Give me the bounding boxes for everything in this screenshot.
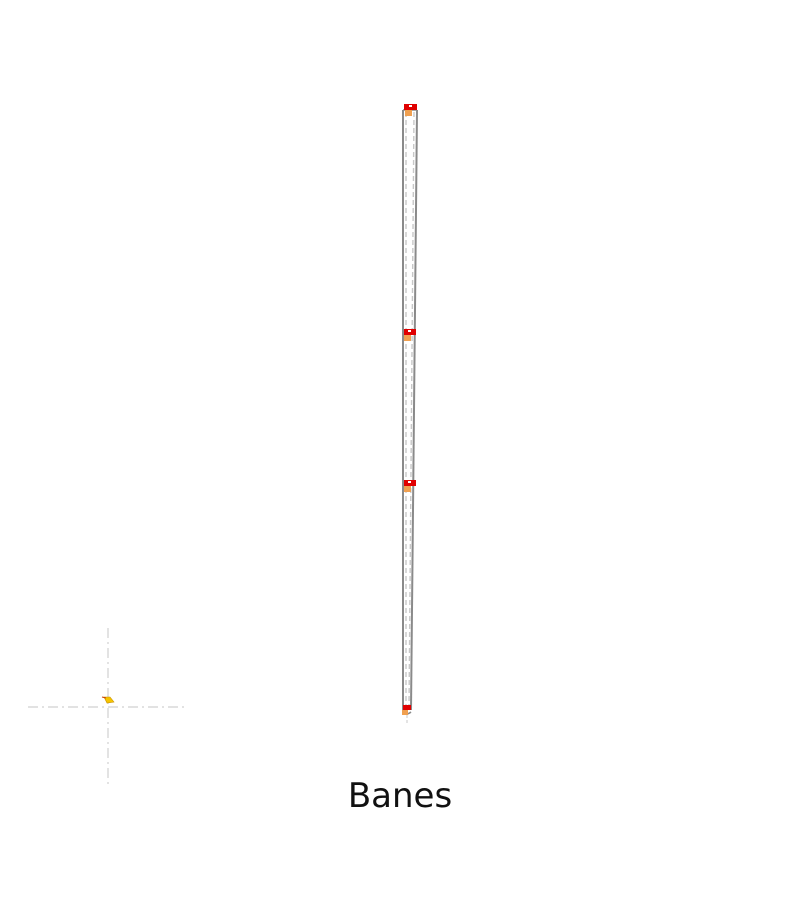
track-loop[interactable] bbox=[402, 109, 418, 724]
station-marker-upper[interactable] bbox=[404, 329, 416, 341]
origin-crosshair bbox=[28, 628, 188, 788]
map-caption: Banes bbox=[347, 776, 453, 816]
origin-marker-icon bbox=[103, 696, 115, 704]
track-rail-right bbox=[410, 109, 418, 711]
station-marker-middle[interactable] bbox=[404, 480, 416, 492]
station-marker-top[interactable] bbox=[404, 104, 417, 116]
station-marker-bottom[interactable] bbox=[402, 705, 411, 715]
track-dash-right bbox=[408, 111, 415, 709]
